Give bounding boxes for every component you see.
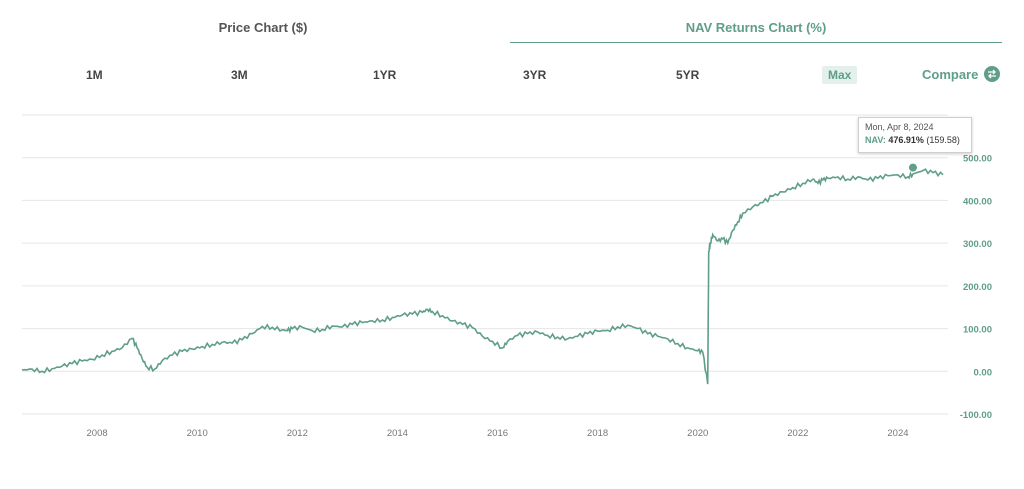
- y-tick-label: 300.00: [963, 239, 992, 250]
- range-selector: 1M 3M 1YR 3YR 5YR Max: [0, 62, 1024, 88]
- chart-tabs: Price Chart ($) NAV Returns Chart (%): [0, 0, 1024, 46]
- y-axis: -100.00 0.00 100.00 200.00 300.00 400.00 500.0…: [960, 154, 992, 421]
- y-tick-label: 400.00: [963, 196, 992, 207]
- hover-point-marker: [908, 163, 917, 172]
- active-tab-underline: [510, 42, 1002, 43]
- nav-series-line: [21, 168, 944, 385]
- y-tick-label: 200.00: [963, 282, 992, 293]
- tooltip-nav-line: NAV: 476.91% (159.58): [865, 134, 965, 147]
- x-tick-label: 2020: [687, 428, 708, 439]
- range-1yr-button[interactable]: 1YR: [373, 68, 397, 82]
- x-tick-label: 2018: [587, 428, 608, 439]
- nav-returns-chart: -100.00 0.00 100.00 200.00 300.00 400.00 500.0…: [21, 114, 992, 439]
- x-tick-label: 2010: [187, 428, 208, 439]
- x-tick-label: 2022: [787, 428, 808, 439]
- range-1m-button[interactable]: 1M: [86, 68, 103, 82]
- x-tick-label: 2016: [487, 428, 508, 439]
- tooltip-nav-label: NAV:: [865, 135, 886, 145]
- x-tick-label: 2024: [887, 428, 908, 439]
- y-tick-label: 100.00: [963, 325, 992, 336]
- x-tick-label: 2008: [87, 428, 108, 439]
- range-max-button[interactable]: Max: [822, 66, 858, 84]
- tab-price-chart[interactable]: Price Chart ($): [218, 20, 308, 35]
- range-5yr-button[interactable]: 5YR: [676, 68, 700, 82]
- y-tick-label: 0.00: [974, 367, 993, 378]
- x-tick-label: 2014: [387, 428, 408, 439]
- tooltip-nav-extra: (159.58): [926, 135, 960, 145]
- range-3m-button[interactable]: 3M: [231, 68, 248, 82]
- chart-tooltip: Mon, Apr 8, 2024 NAV: 476.91% (159.58): [858, 117, 972, 153]
- tooltip-nav-value: 476.91%: [888, 135, 924, 145]
- tab-nav-returns-chart[interactable]: NAV Returns Chart (%): [685, 20, 827, 35]
- y-tick-label: 500.00: [963, 154, 992, 165]
- swap-arrows-icon: [984, 66, 1001, 82]
- x-axis: 2008 2010 2012 2014 2016 2018 2020 2022 2024: [87, 428, 909, 439]
- compare-label: Compare: [922, 66, 979, 82]
- tooltip-date: Mon, Apr 8, 2024: [865, 122, 934, 132]
- chart-grid: [22, 114, 948, 415]
- range-3yr-button[interactable]: 3YR: [523, 68, 547, 82]
- y-tick-label: -100.00: [960, 410, 992, 421]
- compare-button[interactable]: Compare: [922, 66, 1001, 82]
- x-tick-label: 2012: [287, 428, 308, 439]
